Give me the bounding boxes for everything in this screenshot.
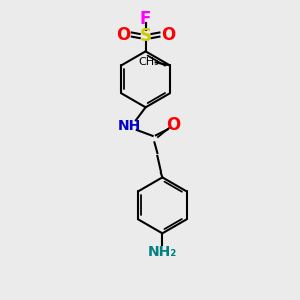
Text: S: S: [140, 27, 152, 45]
Text: O: O: [161, 26, 176, 44]
Text: NH: NH: [118, 118, 141, 133]
Text: O: O: [116, 26, 130, 44]
Text: NH₂: NH₂: [148, 245, 177, 259]
Text: O: O: [167, 116, 181, 134]
Text: F: F: [140, 10, 151, 28]
Text: CH₃: CH₃: [139, 57, 160, 68]
